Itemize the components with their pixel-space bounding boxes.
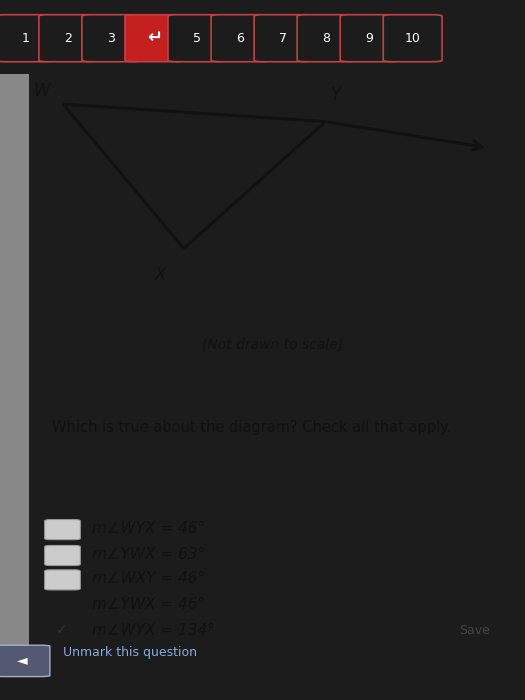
Text: m∠YWX = 63°: m∠YWX = 63° xyxy=(92,547,205,561)
Text: 6: 6 xyxy=(236,32,244,45)
FancyBboxPatch shape xyxy=(0,15,55,62)
FancyBboxPatch shape xyxy=(125,15,184,62)
FancyBboxPatch shape xyxy=(82,15,141,62)
Text: 7: 7 xyxy=(279,32,288,45)
Text: X: X xyxy=(154,266,166,284)
Text: W: W xyxy=(34,82,50,99)
FancyBboxPatch shape xyxy=(45,570,80,590)
Text: ✓: ✓ xyxy=(56,623,68,637)
FancyBboxPatch shape xyxy=(211,15,270,62)
FancyBboxPatch shape xyxy=(254,15,313,62)
Text: [Not drawn to scale]: [Not drawn to scale] xyxy=(203,338,343,351)
Text: Unmark this question: Unmark this question xyxy=(63,646,197,659)
Bar xyxy=(0,74,29,511)
Text: Which is true about the diagram? Check all that apply.: Which is true about the diagram? Check a… xyxy=(52,421,452,435)
Text: 10: 10 xyxy=(405,32,421,45)
FancyBboxPatch shape xyxy=(39,15,98,62)
Text: 3: 3 xyxy=(107,32,116,45)
Bar xyxy=(0,511,29,654)
FancyBboxPatch shape xyxy=(340,15,399,62)
FancyBboxPatch shape xyxy=(168,15,227,62)
Text: 9: 9 xyxy=(365,32,373,45)
Text: 5: 5 xyxy=(193,32,202,45)
Text: ↵: ↵ xyxy=(147,29,162,47)
Text: 2: 2 xyxy=(64,32,72,45)
Text: Y: Y xyxy=(331,86,341,104)
Text: 8: 8 xyxy=(322,32,331,45)
FancyBboxPatch shape xyxy=(383,15,442,62)
Text: m∠WXY = 46°: m∠WXY = 46° xyxy=(92,571,205,586)
Text: m∠WYX = 134°: m∠WYX = 134° xyxy=(92,622,215,638)
Text: ◄: ◄ xyxy=(17,652,28,666)
FancyBboxPatch shape xyxy=(45,545,80,566)
FancyBboxPatch shape xyxy=(45,519,80,540)
FancyBboxPatch shape xyxy=(0,645,50,677)
Text: 1: 1 xyxy=(21,32,29,45)
Text: m∠WYX = 46°: m∠WYX = 46° xyxy=(92,521,205,536)
Text: m∠YWX = 46°: m∠YWX = 46° xyxy=(92,597,205,612)
FancyBboxPatch shape xyxy=(297,15,356,62)
Text: Save: Save xyxy=(459,624,490,636)
